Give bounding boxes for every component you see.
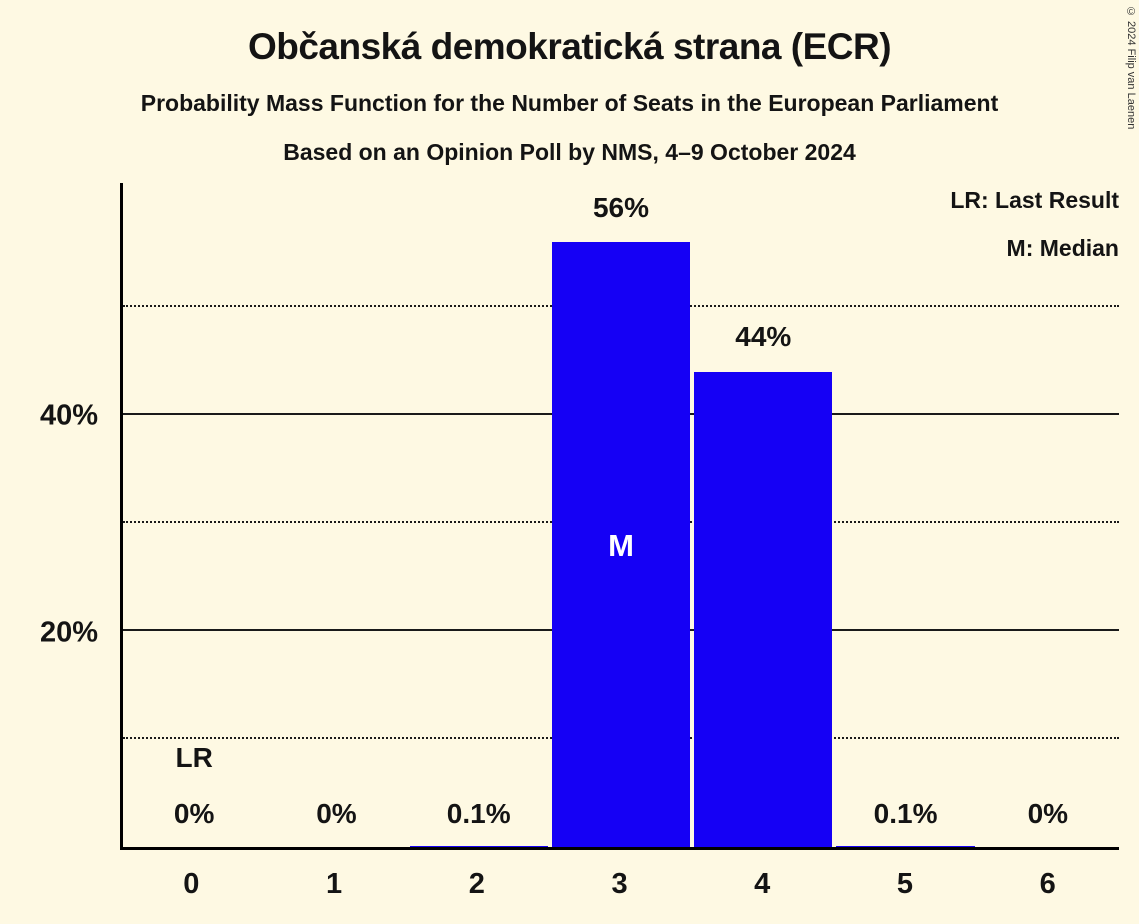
y-tick-label: 40% [39, 399, 98, 432]
copyright-text: © 2024 Filip van Laenen [1125, 6, 1137, 130]
median-label: M [608, 527, 634, 563]
bar-value-label: 0% [316, 798, 357, 830]
bar-value-label: 44% [735, 321, 792, 353]
x-tick-label: 6 [1039, 868, 1056, 900]
chart-poll-caption: Based on an Opinion Poll by NMS, 4–9 Oct… [283, 139, 856, 165]
x-tick-label: 0 [183, 868, 200, 900]
x-tick-label: 2 [468, 868, 485, 900]
y-tick-label: 20% [39, 616, 98, 649]
bar [551, 242, 691, 847]
plot-area: 0% 0% 0.1% 56% 44% 0.1% 0% LR M [120, 183, 1119, 850]
bar-value-label: 0.1% [446, 798, 511, 830]
y-axis-labels: 20% 40% [0, 183, 112, 850]
x-tick-label: 4 [754, 868, 771, 900]
bar-value-label: 0% [173, 798, 215, 830]
bar [409, 845, 548, 847]
bar-value-label: 0.1% [873, 798, 938, 830]
bar [836, 845, 975, 847]
bar-value-label: 56% [592, 191, 650, 223]
page-title: Občanská demokratická strana (ECR) [247, 26, 892, 67]
chart-subtitle: Probability Mass Function for the Number… [140, 90, 999, 116]
bar [694, 371, 833, 847]
x-tick-label: 5 [896, 868, 914, 900]
legend-median: M: Median [1006, 235, 1119, 261]
last-result-label: LR [175, 742, 213, 774]
bar-value-label: 0% [1027, 798, 1069, 830]
legend-last-result: LR: Last Result [950, 187, 1119, 213]
x-axis-labels: 0 1 2 3 4 5 6 [120, 868, 1119, 901]
x-tick-label: 1 [326, 868, 343, 900]
x-tick-label: 3 [611, 868, 628, 900]
